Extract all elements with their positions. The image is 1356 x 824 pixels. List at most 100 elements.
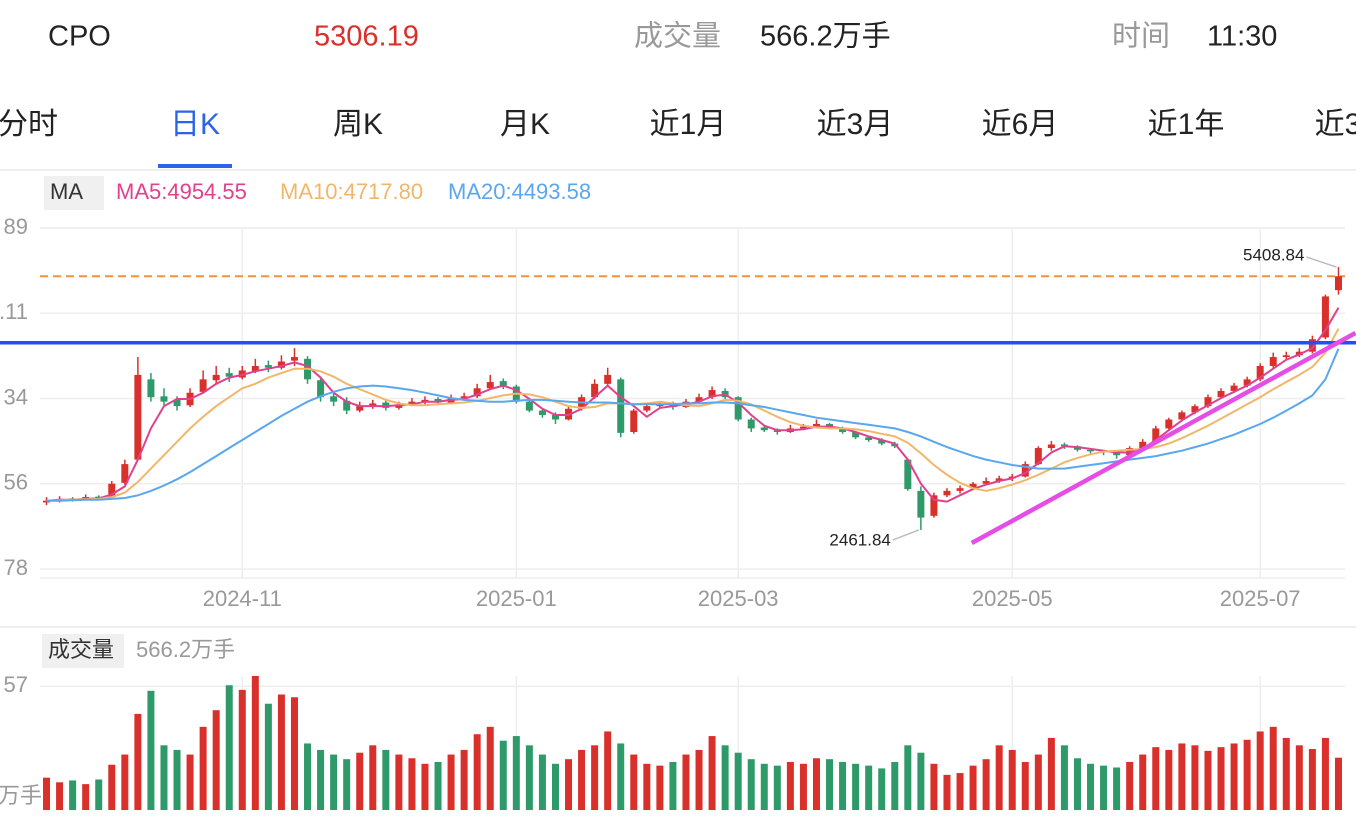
volume-bar bbox=[1204, 750, 1212, 810]
time-value: 11:30 bbox=[1207, 21, 1277, 53]
volume-bar bbox=[69, 780, 77, 810]
x-tick-label: 2025-03 bbox=[698, 586, 779, 611]
candle-body bbox=[930, 495, 938, 516]
volume-badge bbox=[42, 634, 124, 668]
y-tick-label: 56 bbox=[4, 470, 28, 495]
volume-label: 成交量 bbox=[634, 20, 721, 53]
tab[interactable]: 周K bbox=[333, 108, 383, 141]
volume-bar bbox=[891, 761, 899, 810]
plot: 89 .11 34 56 78 57 2024-11 2025-01 2025-03 2025-0… bbox=[0, 179, 1356, 810]
tab[interactable]: 近6月 bbox=[982, 108, 1059, 141]
volume-bar bbox=[956, 773, 964, 810]
volume-bar bbox=[604, 731, 612, 810]
candle-body bbox=[956, 488, 964, 491]
candle-body bbox=[1047, 444, 1055, 449]
volume-bar bbox=[173, 749, 181, 810]
ma-line bbox=[46, 328, 1340, 502]
volume-bar bbox=[82, 784, 90, 810]
candle-body bbox=[995, 478, 1003, 482]
volume-bar bbox=[839, 761, 847, 810]
tab[interactable]: 近3月 bbox=[817, 108, 894, 141]
candle-body bbox=[1178, 412, 1186, 420]
y-tick-label: 78 bbox=[4, 555, 28, 580]
candle-body bbox=[630, 410, 638, 432]
volume-bar bbox=[121, 754, 129, 810]
volume-bar bbox=[264, 703, 272, 810]
tab[interactable]: 月K bbox=[500, 108, 550, 141]
volume-bar bbox=[186, 754, 194, 810]
volume-bar bbox=[134, 713, 142, 810]
volume-bar bbox=[225, 685, 233, 810]
leader-line bbox=[892, 529, 920, 541]
candle-body bbox=[708, 390, 716, 398]
candle-body bbox=[643, 406, 651, 411]
candle-body bbox=[917, 490, 925, 518]
tab-bar: 分时 日K 周K 月K 近1月 近3月 近6月 近1年 近3 bbox=[0, 108, 1356, 168]
candle-body bbox=[695, 397, 703, 402]
volume-bar bbox=[1217, 747, 1225, 810]
time-label: 时间 bbox=[1112, 20, 1170, 53]
volume-bar bbox=[108, 764, 116, 810]
volume-bar bbox=[852, 763, 860, 810]
volume-bar bbox=[473, 734, 481, 810]
candle-body bbox=[1087, 449, 1095, 452]
volume-bar bbox=[551, 763, 559, 810]
x-tick-label: 2025-01 bbox=[476, 586, 557, 611]
volume-bar bbox=[904, 745, 912, 810]
candle-body bbox=[1191, 406, 1199, 413]
volume-bar bbox=[160, 745, 168, 810]
volume-bar bbox=[1269, 726, 1277, 810]
candle-body bbox=[147, 379, 155, 398]
volume-bar bbox=[408, 758, 416, 810]
candle-body bbox=[460, 396, 468, 399]
volume-bar bbox=[1073, 758, 1081, 810]
volume-title: 成交量 bbox=[48, 637, 114, 662]
volume-bar bbox=[1295, 745, 1303, 810]
volume-bar bbox=[1047, 737, 1055, 810]
candle-body bbox=[1152, 428, 1160, 442]
volume-bar bbox=[591, 745, 599, 810]
volume-bar bbox=[721, 745, 729, 810]
tab[interactable]: 近1年 bbox=[1148, 108, 1225, 141]
candle-body bbox=[943, 490, 951, 496]
candle-body bbox=[591, 383, 599, 398]
volume-bar bbox=[56, 782, 64, 810]
candle-body bbox=[982, 481, 990, 484]
volume-bar bbox=[1282, 737, 1290, 810]
price: 5306.19 bbox=[314, 21, 419, 53]
candle-body bbox=[551, 415, 559, 420]
volume-bar bbox=[617, 743, 625, 810]
tab[interactable]: 近3 bbox=[1315, 108, 1356, 141]
volume-bar bbox=[565, 759, 573, 810]
tab[interactable]: 近1月 bbox=[650, 108, 727, 141]
tab[interactable]: 日K bbox=[170, 108, 220, 141]
volume-bar bbox=[995, 745, 1003, 810]
tab[interactable]: 分时 bbox=[0, 108, 58, 141]
y-tick-label: .11 bbox=[0, 299, 28, 324]
candle-body bbox=[839, 427, 847, 432]
candle-body bbox=[317, 380, 325, 398]
volume-bar bbox=[512, 736, 520, 810]
low-label: 2461.84 bbox=[829, 530, 890, 549]
candle-body bbox=[212, 374, 220, 381]
ma-label: MA bbox=[50, 179, 83, 204]
candle-body bbox=[525, 401, 533, 411]
volume-bar bbox=[656, 765, 664, 810]
volume-bar bbox=[317, 749, 325, 810]
volume-bar bbox=[147, 690, 155, 810]
candle-body bbox=[1165, 419, 1173, 429]
candle-body bbox=[499, 381, 507, 386]
candle-body bbox=[812, 423, 820, 427]
volume-bar bbox=[238, 689, 246, 810]
candle-body bbox=[108, 483, 116, 498]
volume-bar bbox=[773, 765, 781, 810]
candle-body bbox=[538, 410, 546, 416]
volume-bar bbox=[878, 768, 886, 810]
volume-bar bbox=[1308, 749, 1316, 810]
volume-bar bbox=[356, 752, 364, 810]
volume-bar bbox=[760, 763, 768, 810]
volume-bar bbox=[695, 749, 703, 810]
volume-bar bbox=[499, 740, 507, 810]
volume-bar bbox=[1034, 754, 1042, 810]
